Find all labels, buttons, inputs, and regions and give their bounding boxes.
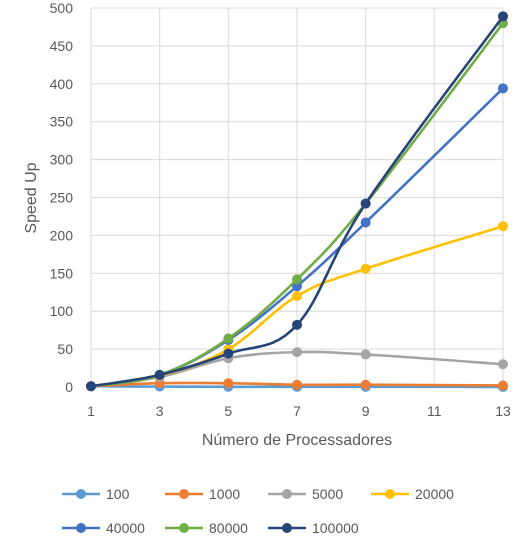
x-tick-label: 13 (495, 403, 511, 419)
data-point (292, 347, 302, 358)
legend-swatch-marker (179, 523, 189, 533)
data-point (292, 291, 302, 302)
x-tick-label: 1 (87, 403, 95, 419)
series-100000 (86, 11, 508, 392)
data-point (292, 379, 302, 390)
y-tick-label: 0 (65, 379, 73, 395)
legend-swatch-marker (282, 523, 292, 533)
y-axis-title: Speed Up (23, 162, 40, 233)
y-tick-label: 100 (50, 303, 74, 319)
legend-item: 80000 (165, 520, 248, 536)
data-point (154, 369, 165, 380)
x-tick-label: 9 (362, 403, 370, 419)
y-tick-label: 400 (50, 76, 74, 92)
x-tick-label: 5 (224, 403, 232, 419)
legend-label: 100 (106, 486, 130, 502)
data-point (498, 221, 508, 232)
y-tick-label: 350 (50, 114, 74, 130)
legend: 100 1000 5000 20000 40000 80000 100000 (62, 486, 454, 536)
series-lines (86, 11, 508, 392)
x-tick-label: 11 (427, 403, 442, 419)
x-tick-label: 7 (293, 403, 301, 419)
data-point (360, 198, 371, 209)
legend-item: 100000 (268, 520, 359, 536)
data-point (292, 274, 302, 285)
legend-label: 80000 (209, 520, 248, 536)
legend-item: 40000 (62, 520, 145, 536)
data-point (498, 11, 508, 22)
data-point (498, 359, 508, 370)
legend-label: 1000 (209, 486, 240, 502)
legend-swatch-marker (76, 523, 86, 533)
legend-item: 1000 (165, 486, 240, 502)
data-point (223, 348, 234, 359)
y-axis-ticks: 0 50 100 150 200 250 300 350 400 450 500 (50, 0, 74, 395)
gridlines (90, 7, 504, 388)
legend-item: 5000 (268, 486, 343, 502)
data-point (498, 380, 508, 391)
legend-item: 100 (62, 486, 130, 502)
legend-label: 20000 (415, 486, 454, 502)
data-point (360, 263, 371, 274)
legend-swatch-marker (76, 489, 86, 499)
data-point (498, 83, 508, 94)
legend-swatch-marker (282, 489, 292, 499)
y-tick-label: 250 (50, 190, 74, 206)
x-axis-ticks: 1 3 5 7 9 11 13 (87, 403, 511, 419)
x-axis-title: Número de Processadores (202, 432, 392, 449)
y-tick-label: 500 (50, 0, 74, 16)
data-point (360, 217, 371, 228)
legend-label: 40000 (106, 520, 145, 536)
y-tick-label: 150 (50, 265, 74, 281)
data-point (223, 378, 234, 389)
legend-label: 5000 (312, 486, 343, 502)
y-tick-label: 300 (50, 152, 74, 168)
data-point (292, 319, 302, 330)
data-point (360, 379, 371, 390)
legend-item: 20000 (371, 486, 454, 502)
legend-label: 100000 (312, 520, 359, 536)
x-tick-label: 3 (156, 403, 164, 419)
data-point (86, 381, 96, 392)
data-point (223, 333, 234, 344)
legend-swatch-marker (385, 489, 395, 499)
y-tick-label: 50 (57, 341, 73, 357)
legend-swatch-marker (179, 489, 189, 499)
data-point (360, 349, 371, 360)
y-tick-label: 200 (50, 227, 74, 243)
y-tick-label: 450 (50, 38, 74, 54)
